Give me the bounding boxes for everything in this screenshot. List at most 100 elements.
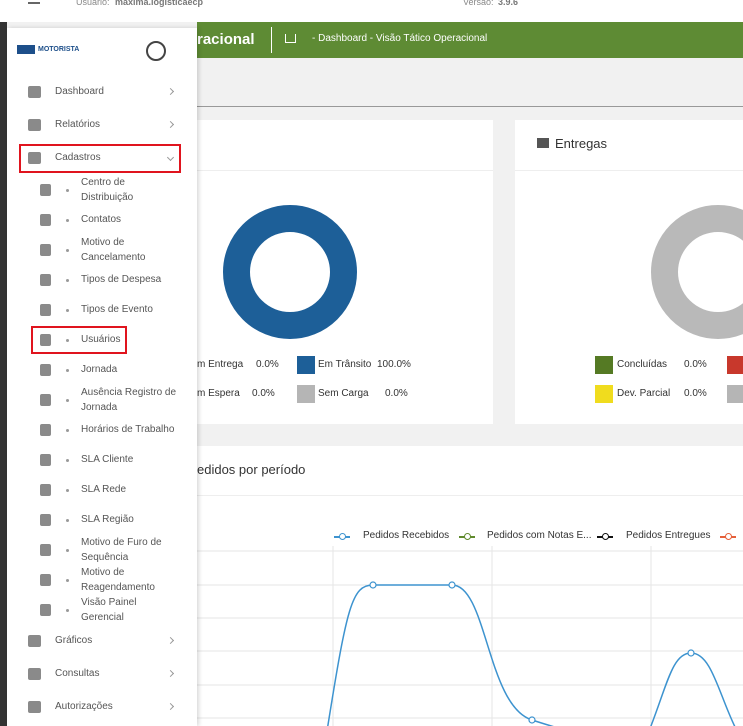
- legend-label[interactable]: Pedidos Entregues: [626, 530, 711, 541]
- legend-value: 100.0%: [377, 359, 411, 370]
- version-label: Versão:: [463, 0, 494, 7]
- menu-item[interactable]: Cadastros: [55, 152, 101, 163]
- submenu-item[interactable]: SLA Cliente: [81, 454, 134, 465]
- menu-icon[interactable]: [28, 635, 41, 647]
- point: [687, 649, 695, 657]
- status-icon[interactable]: [146, 41, 166, 61]
- menu-item[interactable]: Consultas: [55, 668, 100, 679]
- orders-card: [150, 446, 743, 726]
- submenu-item[interactable]: Cancelamento: [81, 251, 146, 263]
- submenu-icon[interactable]: [40, 514, 51, 526]
- legend-dot[interactable]: [725, 533, 732, 540]
- bullet: [66, 189, 69, 192]
- submenu-item[interactable]: SLA Rede: [81, 484, 127, 495]
- donut: [223, 205, 357, 339]
- submenu-item[interactable]: Tipos de Despesa: [81, 274, 162, 285]
- bullet: [66, 249, 69, 252]
- legend-value: 0.0%: [252, 388, 275, 399]
- legend-dot[interactable]: [602, 533, 609, 540]
- submenu-item[interactable]: SLA Região: [81, 514, 134, 525]
- rule: [197, 106, 743, 107]
- legend-label: Dev. Parcial: [617, 388, 671, 399]
- submenu-icon[interactable]: [40, 214, 51, 226]
- logo-icon: [17, 45, 35, 54]
- legend-dot[interactable]: [339, 533, 346, 540]
- menu-icon[interactable]: [28, 668, 41, 680]
- top-bar: [0, 0, 743, 22]
- menu-icon[interactable]: [28, 152, 41, 164]
- submenu-icon[interactable]: [40, 424, 51, 436]
- menu-icon[interactable]: [28, 701, 41, 713]
- submenu-item[interactable]: Tipos de Evento: [81, 304, 153, 315]
- bullet: [66, 309, 69, 312]
- bullet: [66, 339, 69, 342]
- submenu-icon[interactable]: [40, 544, 51, 556]
- legend-swatch: [297, 356, 315, 374]
- legend-label: m Entrega: [197, 359, 244, 370]
- submenu-icon[interactable]: [40, 304, 51, 316]
- legend-swatch: [727, 385, 743, 403]
- submenu-icon[interactable]: [40, 454, 51, 466]
- legend-value: 0.0%: [684, 359, 707, 370]
- menu-item[interactable]: Dashboard: [55, 86, 104, 97]
- submenu-item[interactable]: Jornada: [81, 401, 118, 413]
- menu-item[interactable]: Autorizações: [55, 701, 113, 712]
- submenu-icon[interactable]: [40, 334, 51, 346]
- submenu-item[interactable]: Distribuição: [81, 191, 134, 203]
- bullet: [66, 609, 69, 612]
- submenu-item[interactable]: Motivo de: [81, 566, 125, 578]
- submenu-icon[interactable]: [40, 574, 51, 586]
- submenu-item[interactable]: Reagendamento: [81, 581, 155, 593]
- card-divider: [515, 170, 743, 171]
- home-icon[interactable]: [285, 34, 296, 43]
- submenu-icon[interactable]: [40, 274, 51, 286]
- submenu-item[interactable]: Usuários: [81, 334, 121, 345]
- menu-icon[interactable]: [28, 86, 41, 98]
- highlight-box: [19, 144, 181, 173]
- submenu-item[interactable]: Gerencial: [81, 611, 124, 623]
- legend-dot[interactable]: [464, 533, 471, 540]
- submenu-item[interactable]: Jornada: [81, 364, 118, 375]
- card-icon: [537, 138, 549, 148]
- legend-label: Sem Carga: [318, 388, 369, 399]
- submenu-icon[interactable]: [40, 364, 51, 376]
- menu-item[interactable]: Gráficos: [55, 635, 93, 646]
- submenu-item[interactable]: Horários de Trabalho: [81, 424, 175, 435]
- legend-label[interactable]: Pedidos Recebidos: [363, 530, 450, 541]
- legend-swatch: [297, 385, 315, 403]
- submenu-item[interactable]: Centro de: [81, 176, 125, 188]
- submenu-icon[interactable]: [40, 184, 51, 196]
- point: [369, 581, 377, 589]
- submenu-item[interactable]: Motivo de: [81, 236, 125, 248]
- breadcrumb[interactable]: - Dashboard - Visão Tático Operacional: [312, 33, 488, 44]
- series-line: [327, 584, 736, 726]
- legend-swatch: [595, 385, 613, 403]
- legend-label[interactable]: Pedidos com Notas E...: [487, 530, 592, 541]
- menu-icon[interactable]: [28, 119, 41, 131]
- bullet: [66, 399, 69, 402]
- page-title: racional: [197, 31, 255, 48]
- user-label: Usuário:: [76, 0, 110, 7]
- left-strip: [0, 22, 7, 726]
- logo: MOTORISTA: [38, 46, 80, 53]
- card-divider: [150, 495, 743, 496]
- bullet: [66, 549, 69, 552]
- bullet: [66, 429, 69, 432]
- submenu-item[interactable]: Ausência Registro de: [81, 386, 177, 398]
- submenu-icon[interactable]: [40, 394, 51, 406]
- user-name: maxima.logisticaecp: [115, 0, 204, 7]
- bullet: [66, 579, 69, 582]
- submenu-item[interactable]: Visão Painel: [81, 596, 137, 608]
- divider: [271, 27, 272, 53]
- submenu-icon[interactable]: [40, 244, 51, 256]
- submenu-item[interactable]: Motivo de Furo de: [81, 536, 162, 548]
- menu-item[interactable]: Relatórios: [55, 119, 101, 130]
- submenu-item[interactable]: Contatos: [81, 214, 122, 225]
- submenu-icon[interactable]: [40, 484, 51, 496]
- legend-label: Em Trânsito: [318, 359, 372, 370]
- submenu-item[interactable]: Sequência: [81, 551, 129, 563]
- submenu-icon[interactable]: [40, 604, 51, 616]
- bullet: [66, 519, 69, 522]
- menu-toggle[interactable]: [28, 2, 40, 4]
